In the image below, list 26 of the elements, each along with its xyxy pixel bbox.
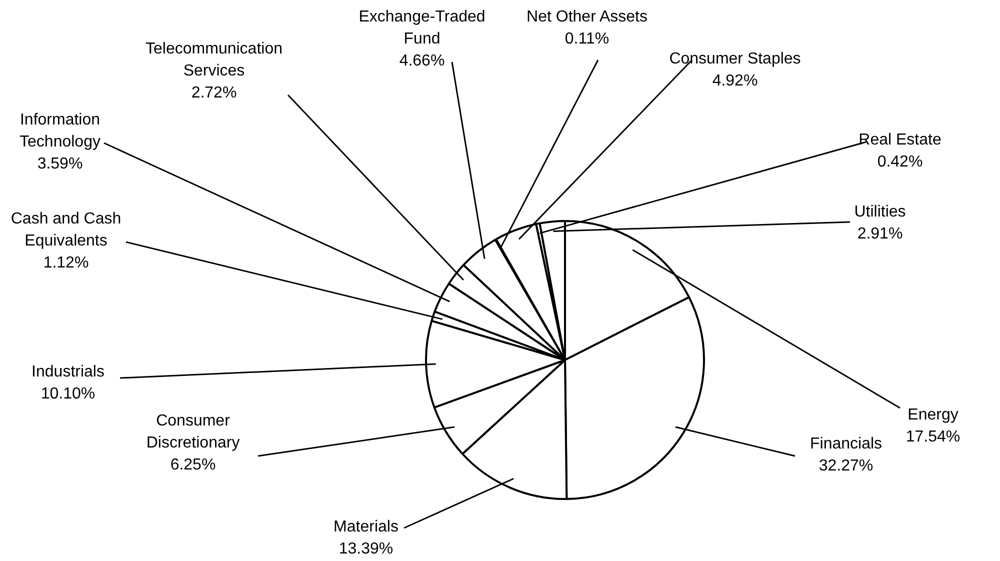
- slice-label: Industrials: [32, 363, 104, 380]
- slice-label: Energy: [908, 406, 958, 424]
- slice-label: Exchange-Traded Fund: [358, 8, 486, 48]
- data-label: 4.92%: [712, 72, 758, 90]
- data-label: 4.66%: [399, 52, 445, 70]
- slice-label: Consumer Discretionary: [146, 412, 240, 452]
- slice-label: Utilities: [854, 203, 906, 220]
- slice-label: Information Technology: [20, 111, 100, 150]
- data-label: 2.91%: [857, 225, 903, 242]
- data-label: 13.39%: [338, 540, 394, 558]
- data-label: 10.10%: [40, 385, 96, 402]
- data-label: 6.25%: [170, 456, 216, 474]
- slice-label: Net Other Assets: [526, 8, 648, 26]
- slice-label: Financials: [810, 435, 882, 452]
- data-label: 0.11%: [564, 30, 610, 48]
- slice-label: Cash and Cash Equivalents: [10, 210, 122, 250]
- data-label: 0.42%: [877, 153, 923, 170]
- data-label: 32.27%: [818, 457, 874, 474]
- slice-label: Telecommunication Services: [146, 40, 282, 80]
- slice-label: Consumer Staples: [669, 50, 801, 68]
- data-label: 2.72%: [191, 84, 237, 102]
- slice-label: Real Estate: [858, 131, 942, 148]
- data-label: 17.54%: [906, 428, 960, 446]
- slice-label: Materials: [334, 518, 398, 536]
- data-label: 1.12%: [43, 254, 89, 272]
- data-label: 3.59%: [37, 155, 83, 172]
